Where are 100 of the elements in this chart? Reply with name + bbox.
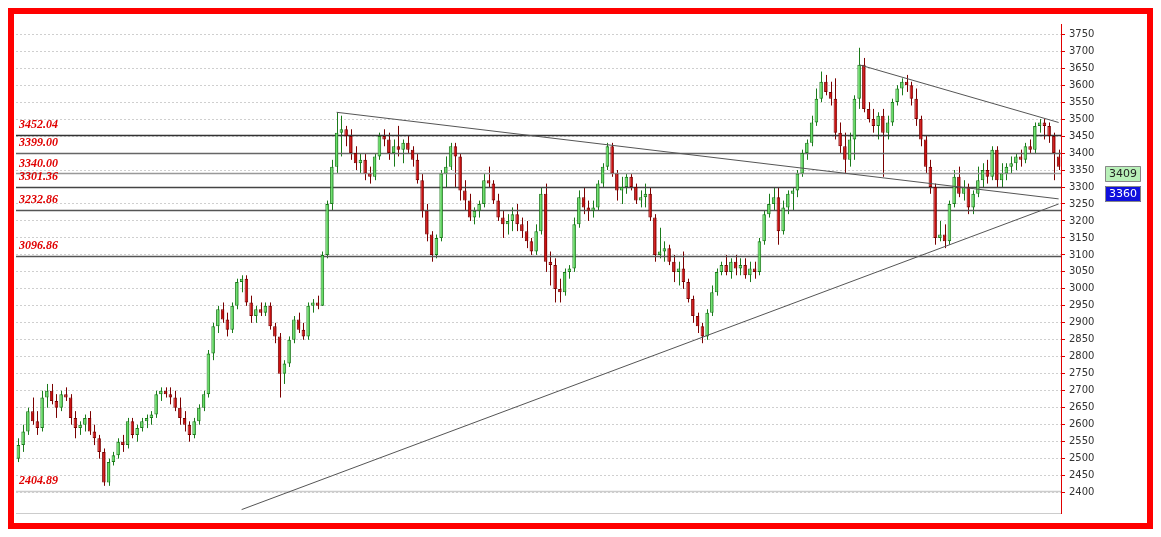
y-tick-label: 3400 bbox=[1069, 146, 1095, 158]
candlestick bbox=[339, 115, 344, 157]
candlestick bbox=[729, 257, 733, 280]
candlestick bbox=[97, 434, 101, 460]
y-tick-label: 2850 bbox=[1069, 333, 1095, 345]
candlestick bbox=[648, 186, 652, 222]
ref-line-label: 2404.89 bbox=[18, 473, 58, 488]
y-tick-label: 2950 bbox=[1069, 299, 1095, 311]
candlestick bbox=[938, 220, 942, 242]
candlestick bbox=[971, 189, 975, 215]
candlestick bbox=[268, 301, 272, 331]
candlestick bbox=[914, 88, 918, 127]
candlestick bbox=[59, 390, 63, 412]
candlestick bbox=[444, 155, 448, 188]
y-tick-label: 2700 bbox=[1069, 384, 1095, 396]
ref-line-label: 3340.00 bbox=[18, 155, 58, 170]
candlestick bbox=[781, 200, 785, 236]
candlestick bbox=[273, 322, 277, 344]
candlestick bbox=[515, 203, 519, 232]
candlestick bbox=[21, 424, 25, 453]
candlestick bbox=[790, 186, 795, 212]
candlestick bbox=[705, 308, 709, 341]
y-tick-label: 3600 bbox=[1069, 78, 1095, 90]
y-tick-label: 3150 bbox=[1069, 231, 1095, 243]
candlestick bbox=[976, 166, 980, 198]
candlestick bbox=[292, 315, 296, 344]
candlestick bbox=[824, 74, 828, 96]
candlestick bbox=[919, 115, 923, 147]
candlestick bbox=[881, 108, 885, 178]
y-tick-label: 3750 bbox=[1069, 27, 1095, 39]
y-tick-label: 2550 bbox=[1069, 435, 1095, 447]
candlestick bbox=[957, 166, 961, 198]
ref-line-label: 3232.86 bbox=[18, 191, 58, 206]
candlestick bbox=[1052, 132, 1056, 181]
candlestick bbox=[558, 278, 562, 303]
candlestick bbox=[800, 149, 804, 178]
y-tick-label: 2500 bbox=[1069, 452, 1095, 464]
ref-line-label: 3301.36 bbox=[18, 168, 58, 183]
y-tick-label: 3100 bbox=[1069, 248, 1095, 260]
candlestick bbox=[843, 132, 847, 174]
text: 3360 bbox=[1109, 186, 1137, 200]
y-tick-label: 3300 bbox=[1069, 180, 1095, 192]
candlestick bbox=[486, 166, 491, 188]
y-tick-label: 2750 bbox=[1069, 367, 1095, 379]
candlestick bbox=[553, 257, 557, 303]
y-tick-label: 2450 bbox=[1069, 469, 1095, 481]
candlestick bbox=[501, 210, 505, 239]
text: 3409 bbox=[1109, 166, 1137, 180]
y-tick-label: 3500 bbox=[1069, 112, 1095, 124]
candlestick bbox=[482, 172, 486, 208]
candlestick bbox=[838, 121, 842, 154]
candlestick bbox=[216, 305, 220, 334]
ref-line-label: 3452.04 bbox=[18, 117, 58, 132]
candlestick bbox=[876, 111, 880, 140]
candlestick bbox=[178, 397, 182, 426]
ref-line-label: 3399.00 bbox=[18, 135, 58, 150]
candlestick bbox=[672, 254, 676, 283]
y-tick-label: 3350 bbox=[1069, 163, 1095, 175]
candlestick bbox=[662, 240, 667, 263]
candlestick bbox=[363, 152, 367, 181]
candlestick bbox=[387, 132, 391, 161]
y-tick-label: 3050 bbox=[1069, 265, 1095, 277]
y-tick-label: 3000 bbox=[1069, 282, 1095, 294]
candlestick bbox=[805, 138, 809, 161]
candlestick bbox=[425, 203, 429, 242]
candlestick bbox=[45, 383, 49, 409]
y-tick-label: 2800 bbox=[1069, 350, 1095, 362]
candlestick bbox=[596, 179, 600, 212]
candlestick bbox=[116, 437, 120, 460]
candlestick bbox=[235, 278, 239, 310]
y-tick-label: 2650 bbox=[1069, 401, 1095, 413]
y-tick-label: 3550 bbox=[1069, 95, 1095, 107]
y-tick-label: 2400 bbox=[1069, 486, 1095, 498]
candlestick bbox=[173, 390, 177, 412]
candlestick bbox=[819, 71, 823, 103]
ref-line-label: 3096.86 bbox=[18, 238, 58, 253]
candlestick bbox=[26, 407, 30, 436]
candlestick bbox=[691, 295, 695, 324]
candlestick bbox=[249, 295, 253, 324]
candlestick bbox=[192, 417, 196, 439]
y-tick-label: 3650 bbox=[1069, 61, 1095, 73]
candlestick bbox=[743, 257, 747, 280]
candlestick bbox=[534, 223, 538, 256]
y-tick-label: 2600 bbox=[1069, 418, 1095, 430]
y-tick-label: 3250 bbox=[1069, 197, 1095, 209]
candlestick bbox=[396, 125, 401, 157]
y-tick-label: 3700 bbox=[1069, 44, 1095, 56]
candlestick bbox=[349, 128, 353, 161]
candlestick bbox=[197, 403, 201, 426]
y-tick-label: 2900 bbox=[1069, 316, 1095, 328]
candlestick bbox=[748, 261, 752, 283]
candlestick bbox=[230, 301, 234, 334]
candlestick bbox=[344, 125, 348, 147]
candlestick bbox=[520, 217, 524, 239]
y-tick-label: 3200 bbox=[1069, 214, 1095, 226]
candlestick bbox=[710, 284, 714, 317]
y-tick-label: 3450 bbox=[1069, 129, 1095, 141]
candlestick bbox=[615, 169, 619, 202]
candlestick bbox=[786, 189, 790, 215]
candlestick bbox=[586, 200, 591, 222]
